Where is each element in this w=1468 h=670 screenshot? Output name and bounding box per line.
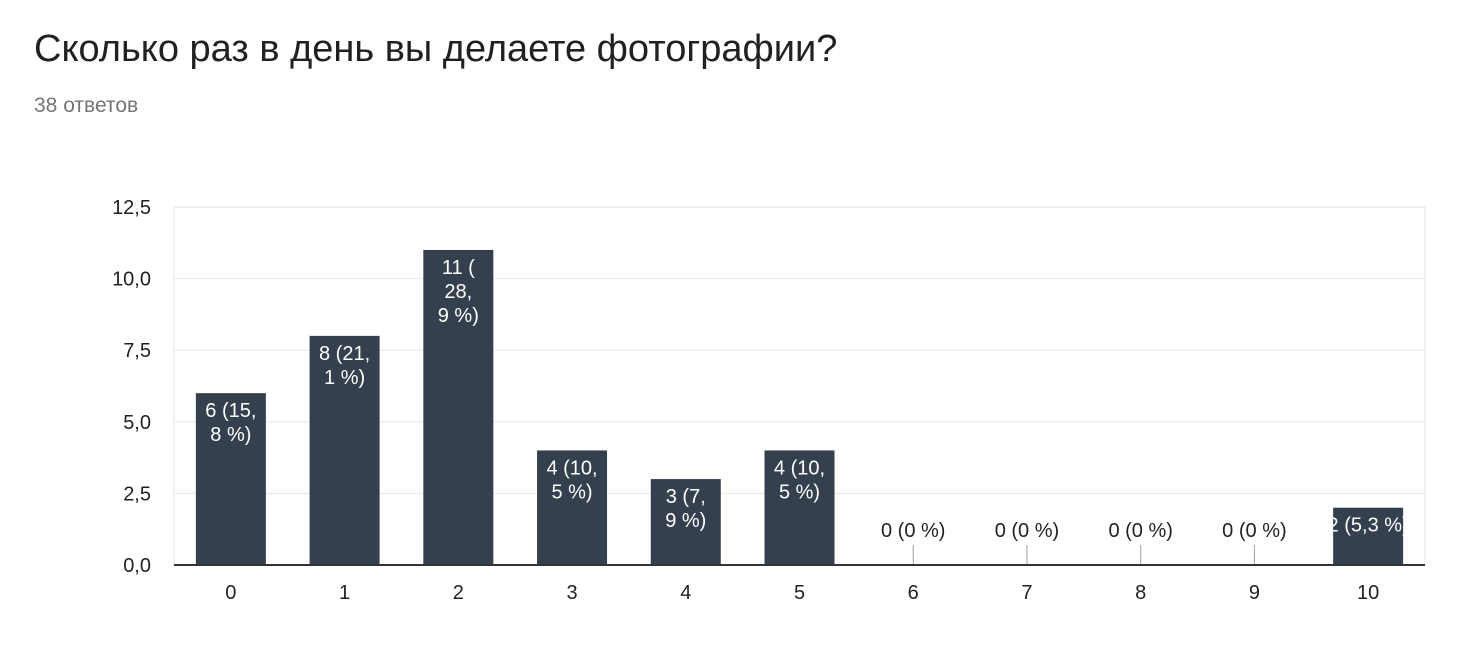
data-label: 5 %) [551,481,592,503]
x-tick-label: 0 [225,582,236,604]
data-label: 0 (0 %) [995,520,1059,542]
data-label: 3 (7, [666,486,706,508]
y-axis-ticks: 0,0 2,5 5,0 7,5 10,0 12,5 [112,197,151,577]
x-tick-label: 1 [339,582,350,604]
data-label: 28, [444,281,472,303]
bar [650,479,721,565]
data-label: 9 %) [665,510,706,532]
y-tick-label: 12,5 [112,197,151,219]
data-label: 0 (0 %) [1222,520,1286,542]
data-label: 4 (10, [774,457,825,479]
y-tick-label: 5,0 [123,412,151,434]
x-tick-label: 7 [1021,582,1032,604]
x-tick-label: 4 [680,582,691,604]
x-tick-label: 3 [566,582,577,604]
x-tick-label: 10 [1357,582,1379,604]
bar [309,335,380,565]
x-tick-label: 9 [1249,582,1260,604]
bar [1333,507,1404,565]
y-tick-label: 2,5 [123,483,151,505]
data-label: 2 (5,3 %) [1328,515,1409,537]
bars [195,249,1404,565]
data-label: 0 (0 %) [881,520,945,542]
y-tick-label: 10,0 [112,269,151,291]
data-label: 8 (21, [319,343,370,365]
bar [195,393,266,565]
x-tick-label: 6 [908,582,919,604]
response-count: 38 ответов [34,94,139,117]
data-label: 11 ( [442,257,475,279]
data-label: 8 %) [210,424,251,446]
gridlines [173,206,1426,565]
y-tick-label: 0,0 [123,555,151,577]
x-axis-ticks: 0 1 2 3 4 5 6 7 8 9 10 [225,582,1379,604]
data-label: 4 (10, [546,457,597,479]
data-label: 5 %) [779,481,820,503]
x-tick-label: 8 [1135,582,1146,604]
data-label: 9 %) [438,305,479,327]
bar [764,450,835,565]
x-tick-label: 2 [453,582,464,604]
data-label: 0 (0 %) [1108,520,1172,542]
data-label: 6 (15, [205,400,256,422]
y-tick-label: 7,5 [123,340,151,362]
bar [537,450,608,565]
bar [423,249,494,565]
question-title: Сколько раз в день вы делаете фотографии… [34,28,838,70]
x-tick-label: 5 [794,582,805,604]
data-label: 1 %) [324,367,365,389]
bar-labels: 6 (15,8 %)8 (21,1 %)11 (28,9 %)4 (10,5 %… [205,257,1409,565]
